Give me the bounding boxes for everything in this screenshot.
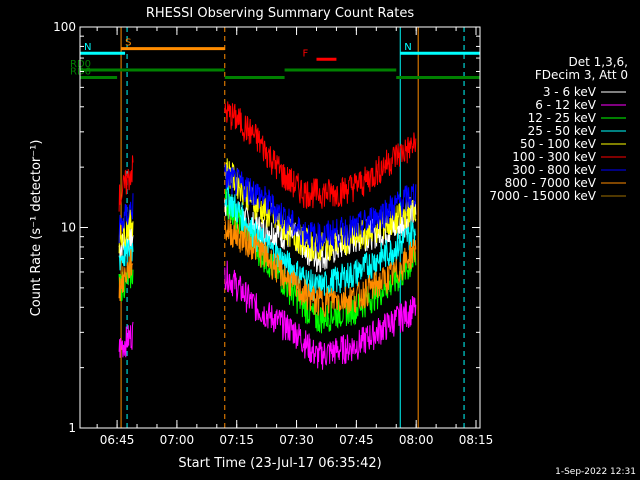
series-trace-1: [118, 260, 417, 370]
series-trace-6: [118, 164, 417, 253]
legend-label-1: 6 - 12 keV: [535, 98, 597, 112]
legend-header-detectors: Det 1,3,6,: [569, 55, 629, 69]
series-trace-5: [118, 101, 417, 212]
chart-title: RHESSI Observing Summary Count Rates: [146, 6, 415, 21]
x-tick-label-1: 07:00: [160, 433, 195, 447]
x-axis-label: Start Time (23-Jul-17 06:35:42): [178, 456, 381, 471]
legend-label-8: 7000 - 15000 keV: [489, 189, 596, 203]
annotation-label-0: S: [125, 38, 131, 49]
y-axis-label: Count Rate (s⁻¹ detector⁻¹): [29, 140, 44, 317]
annotation-label-4: RD0: [70, 59, 91, 70]
y-tick-label-1: 10: [61, 221, 76, 235]
legend-header-decimation: FDecim 3, Att 0: [535, 68, 628, 82]
x-tick-label-5: 08:00: [399, 433, 434, 447]
y-tick-label-2: 100: [53, 20, 76, 34]
y-tick-label-0: 1: [68, 421, 76, 435]
annotation-label-5: RD6: [70, 66, 91, 77]
annotation-label-1: N: [84, 42, 91, 53]
legend-label-3: 25 - 50 keV: [528, 124, 597, 138]
legend-label-7: 800 - 7000 keV: [505, 176, 597, 190]
legend-label-4: 50 - 100 keV: [520, 137, 597, 151]
series-trace-3: [118, 183, 417, 302]
series-trace-2: [118, 188, 417, 334]
series-trace-4: [118, 158, 417, 262]
x-tick-label-2: 07:15: [219, 433, 254, 447]
date-stamp: 1-Sep-2022 12:31: [555, 467, 636, 477]
legend-label-6: 300 - 800 keV: [512, 163, 596, 177]
annotation-label-3: F: [302, 48, 308, 59]
x-tick-label-3: 07:30: [279, 433, 314, 447]
x-tick-label-6: 08:15: [459, 433, 494, 447]
legend-label-2: 12 - 25 keV: [528, 111, 597, 125]
legend-label-0: 3 - 6 keV: [543, 85, 597, 99]
annotation-label-2: N: [404, 42, 411, 53]
series-trace-7: [118, 218, 417, 318]
x-tick-label-0: 06:45: [100, 433, 135, 447]
legend-label-5: 100 - 300 keV: [512, 150, 596, 164]
x-tick-label-4: 07:45: [339, 433, 374, 447]
